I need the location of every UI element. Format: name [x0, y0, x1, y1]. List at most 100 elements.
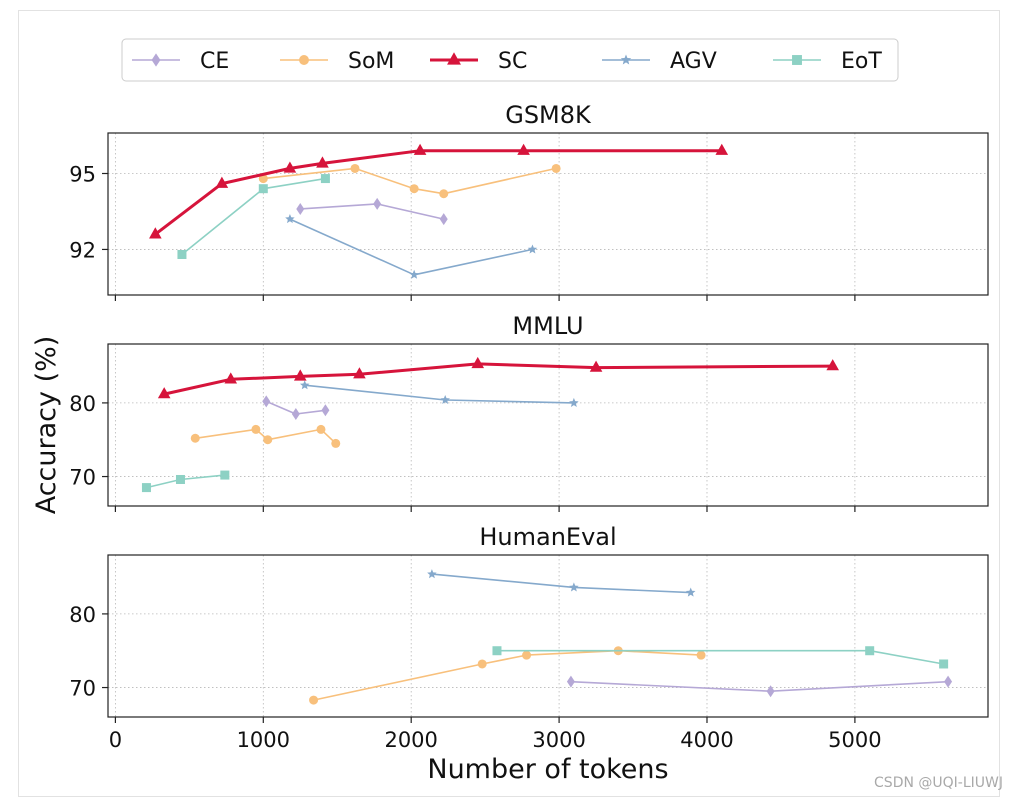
legend-label: AGV — [670, 49, 717, 74]
data-point-som — [409, 184, 419, 194]
data-point-agv — [527, 244, 538, 254]
data-point-sc — [471, 356, 485, 369]
data-point-eot — [492, 646, 502, 656]
series-line-sc — [163, 362, 833, 396]
data-point-som — [477, 659, 487, 669]
data-point-sc — [715, 143, 729, 155]
series-sc — [149, 143, 729, 239]
y-tick-label: 80 — [69, 603, 96, 627]
data-point-sc — [589, 360, 603, 372]
legend-label: SC — [498, 49, 527, 74]
series-eot — [177, 174, 330, 259]
data-point-eot — [177, 250, 187, 259]
series-line-som — [313, 649, 702, 701]
data-point-som — [439, 189, 449, 199]
data-point-eot — [865, 646, 875, 656]
series-eot — [492, 646, 949, 669]
x-axis-label: Number of tokens — [427, 754, 668, 785]
x-tick-label: 3000 — [532, 728, 585, 752]
legend-entry-eot: EoT — [773, 49, 882, 74]
x-tick-label: 0 — [109, 728, 122, 752]
series-agv — [427, 569, 696, 597]
series-ce — [262, 395, 330, 420]
panel-gsm8k: GSM8K 92 95 — [69, 101, 989, 301]
data-point-sc — [517, 143, 530, 155]
panel-title: MMLU — [512, 312, 583, 340]
watermark: CSDN @UQI-LIUWJ — [874, 775, 1003, 791]
data-point-agv — [299, 380, 310, 390]
panel-frame — [107, 132, 989, 296]
data-point-som — [309, 695, 319, 705]
data-point-eot — [939, 659, 949, 669]
data-point-som — [316, 424, 326, 434]
data-point-sc — [149, 227, 162, 239]
legend-marker-star — [620, 54, 632, 65]
data-point-sc — [413, 143, 427, 155]
x-tick-label: 2000 — [384, 728, 437, 752]
data-point-sc — [224, 372, 238, 384]
series-ce — [566, 675, 953, 698]
data-point-som — [696, 650, 706, 660]
data-point-sc — [826, 359, 840, 371]
y-tick-label: 70 — [69, 466, 96, 490]
data-point-sc — [316, 156, 329, 168]
series-agv — [299, 380, 579, 407]
data-point-ce — [944, 675, 953, 688]
legend-entry-ce: CE — [132, 49, 229, 74]
data-point-sc — [283, 161, 297, 173]
legend-entry-sc: SC — [430, 49, 527, 74]
series-line-agv — [304, 384, 574, 404]
data-point-agv — [440, 394, 450, 405]
y-tick-label: 95 — [69, 163, 96, 187]
series-line-ce — [300, 203, 444, 220]
data-point-ce — [262, 395, 271, 408]
data-point-ce — [373, 197, 382, 210]
x-tick-label: 4000 — [680, 728, 733, 752]
series-line-ce — [570, 680, 949, 693]
data-point-som — [251, 424, 261, 434]
legend-box — [121, 38, 899, 82]
x-tick-label: 1000 — [237, 728, 290, 752]
series-line-eot — [181, 177, 326, 256]
data-point-som — [263, 435, 273, 445]
data-point-ce — [439, 213, 448, 226]
data-point-agv — [685, 587, 696, 597]
data-point-sc — [353, 367, 366, 379]
data-point-sc — [293, 369, 307, 381]
data-point-ce — [291, 407, 300, 420]
panel-mmlu: MMLU 70 80 — [69, 312, 989, 512]
data-point-som — [331, 438, 341, 448]
series-agv — [285, 214, 538, 279]
data-point-agv — [427, 569, 437, 579]
data-point-ce — [296, 202, 305, 215]
y-tick-label: 80 — [69, 392, 96, 416]
data-point-som — [350, 163, 360, 173]
panel-title: HumanEval — [479, 523, 616, 551]
data-point-agv — [285, 214, 295, 224]
data-point-eot — [258, 184, 268, 194]
series-som — [309, 646, 706, 705]
legend-marker-square — [792, 55, 802, 65]
panel-frame — [107, 343, 989, 507]
data-point-som — [190, 433, 200, 443]
y-tick-label: 70 — [69, 677, 96, 701]
y-tick-label: 92 — [69, 238, 96, 262]
legend-label: CE — [200, 49, 229, 74]
x-tick-label: 5000 — [828, 728, 881, 752]
data-point-agv — [409, 269, 419, 279]
data-point-eot — [175, 474, 185, 484]
data-point-sc — [215, 176, 229, 188]
panel-title: GSM8K — [505, 101, 592, 129]
legend-marker-triangle — [447, 52, 461, 65]
data-point-ce — [766, 685, 775, 698]
data-point-ce — [566, 675, 575, 688]
data-point-sc — [157, 387, 171, 399]
data-point-agv — [569, 582, 579, 592]
legend-entry-som: SoM — [280, 49, 394, 74]
data-point-ce — [321, 404, 330, 417]
series-line-eot — [146, 474, 225, 489]
data-point-som — [551, 163, 561, 173]
data-point-eot — [220, 470, 230, 480]
data-point-eot — [141, 483, 151, 493]
